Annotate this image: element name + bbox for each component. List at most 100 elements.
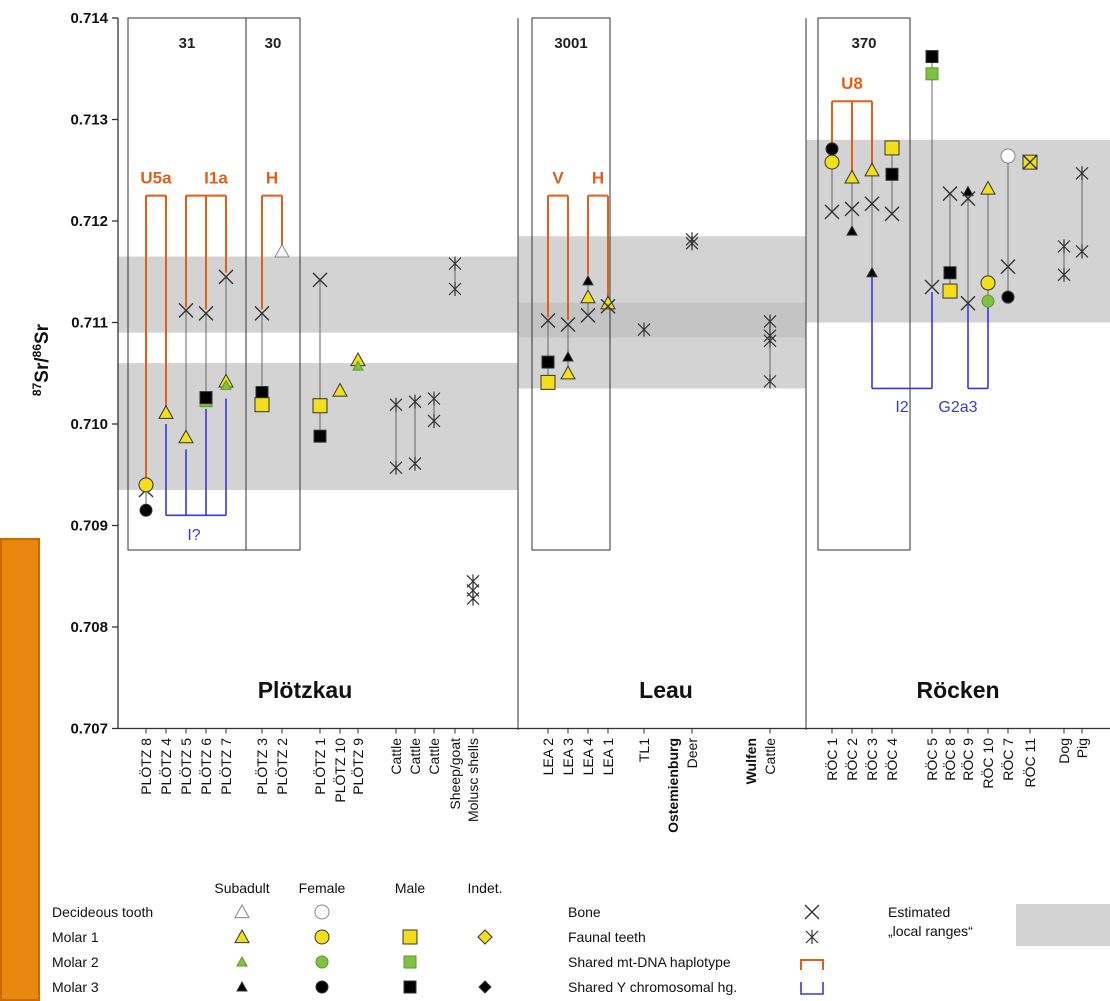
y-tick-label: 0.710 xyxy=(70,416,108,433)
bone-marker xyxy=(960,191,976,207)
x-tick-label: LEA 1 xyxy=(600,738,616,776)
legend-row-label: Molar 1 xyxy=(52,929,99,945)
faunal-marker xyxy=(1075,166,1089,181)
data-points xyxy=(138,50,1089,606)
faunal-marker xyxy=(389,460,403,475)
y-tick-label: 0.709 xyxy=(70,518,108,535)
subadult-marker xyxy=(864,162,880,177)
legend-column-header: Male xyxy=(395,880,426,896)
subadult-marker xyxy=(332,382,348,397)
site-label: Ostemienburg xyxy=(665,738,681,833)
legend-y-bracket xyxy=(800,982,824,995)
legend-marker xyxy=(403,980,417,994)
mt-haplotype-u5a-label: U5a xyxy=(140,169,172,188)
legend-marker xyxy=(234,903,250,919)
y-haplogroup-i-label: I? xyxy=(187,527,200,544)
x-tick-label: Cattle xyxy=(762,738,778,775)
legend-marker xyxy=(402,929,418,945)
male-marker xyxy=(254,397,270,413)
region-label: Röcken xyxy=(916,677,999,703)
bone-marker xyxy=(560,317,576,333)
faunal-marker xyxy=(389,397,403,412)
legend-marker xyxy=(236,980,248,992)
bone-marker xyxy=(1000,259,1016,275)
bone-marker xyxy=(600,298,616,314)
local-range-bands xyxy=(118,139,1110,490)
x-tick-label: Molusc shells xyxy=(465,738,481,822)
faunal-marker xyxy=(763,314,777,329)
male-marker xyxy=(541,355,555,369)
subadult-marker xyxy=(980,180,996,195)
male-marker xyxy=(199,391,213,405)
subadult-marker xyxy=(844,169,860,184)
grave-box-label: 31 xyxy=(179,35,196,52)
legend-column-header: Indet. xyxy=(467,880,502,896)
bone-marker xyxy=(924,279,940,295)
legend: Subadult Female Male Indet. Decideous tooth M… xyxy=(52,880,1110,995)
mt-haplotype-v-label: V xyxy=(552,169,564,188)
female-marker xyxy=(138,477,154,493)
bone-marker xyxy=(254,305,270,321)
y-tick-label: 0.707 xyxy=(70,721,108,738)
legend-range-label: Estimated xyxy=(888,904,950,920)
mt-haplotype-u8-label: U8 xyxy=(841,74,863,93)
faunal-marker xyxy=(763,333,777,348)
x-tick-label: RÖC 10 xyxy=(979,738,996,789)
x-tick-label: RÖC 4 xyxy=(883,738,900,781)
faunal-marker xyxy=(685,236,699,251)
grave-box xyxy=(245,17,301,551)
x-tick-label: RÖC 9 xyxy=(959,738,976,781)
subadult-marker xyxy=(178,429,194,444)
legend-marker xyxy=(315,980,329,994)
x-tick-label: PLÖTZ 7 xyxy=(217,738,234,795)
x-tick-label: Sheep/goat xyxy=(447,738,463,810)
bone-marker xyxy=(960,295,976,311)
subadult-marker xyxy=(962,185,974,197)
y-tick-label: 0.713 xyxy=(70,112,108,129)
local-range-band xyxy=(806,139,1110,323)
x-tick-label: RÖC 5 xyxy=(923,738,940,781)
x-tick-label: LEA 3 xyxy=(560,738,576,776)
local-range-band xyxy=(518,236,806,303)
legend-mt-bracket xyxy=(800,959,824,970)
x-tick-label: Cattle xyxy=(426,738,442,775)
legend-marker xyxy=(478,980,492,994)
y-tick-label: 0.708 xyxy=(70,619,108,636)
grave-box xyxy=(531,17,611,551)
x-tick-label: LEA 4 xyxy=(580,738,596,776)
bone-marker xyxy=(312,272,328,288)
female-marker xyxy=(825,142,839,156)
female-marker xyxy=(824,154,840,170)
legend-marker xyxy=(236,955,248,967)
x-tick-label: PLÖTZ 4 xyxy=(157,738,174,795)
female-marker xyxy=(139,503,153,517)
legend-bone-marker xyxy=(804,904,820,920)
male-marker xyxy=(925,67,939,81)
grave-box-label: 3001 xyxy=(554,35,587,52)
female-marker xyxy=(980,275,996,291)
bone-marker xyxy=(864,196,880,212)
x-tick-label: PLÖTZ 2 xyxy=(273,738,290,795)
faunal-marker xyxy=(448,256,462,271)
y-tick-label: 0.712 xyxy=(70,213,108,230)
legend-row-label: Molar 2 xyxy=(52,954,99,970)
subadult-marker xyxy=(274,243,290,258)
male-marker xyxy=(313,429,327,443)
legend-item-label: Shared Y chromosomal hg. xyxy=(568,979,737,995)
local-range-band xyxy=(118,363,518,490)
x-tick-label: PLÖTZ 9 xyxy=(349,738,366,795)
grave-box-label: 370 xyxy=(851,35,876,52)
male-marker xyxy=(540,374,556,390)
faunal-marker xyxy=(637,322,651,337)
subadult-marker xyxy=(580,289,596,304)
x-tick-label: PLÖTZ 8 xyxy=(137,738,154,795)
x-tick-label: RÖC 3 xyxy=(863,738,880,781)
bone-marker xyxy=(540,312,556,328)
subadult-marker xyxy=(866,266,878,278)
y-tick-label: 0.714 xyxy=(70,10,108,27)
x-tick-label: PLÖTZ 5 xyxy=(177,738,194,795)
x-tick-label: PLÖTZ 6 xyxy=(197,738,214,795)
x-tick-label: PLÖTZ 3 xyxy=(253,738,270,795)
bone-marker xyxy=(942,186,958,202)
x-tick-label: PLÖTZ 10 xyxy=(331,738,348,803)
